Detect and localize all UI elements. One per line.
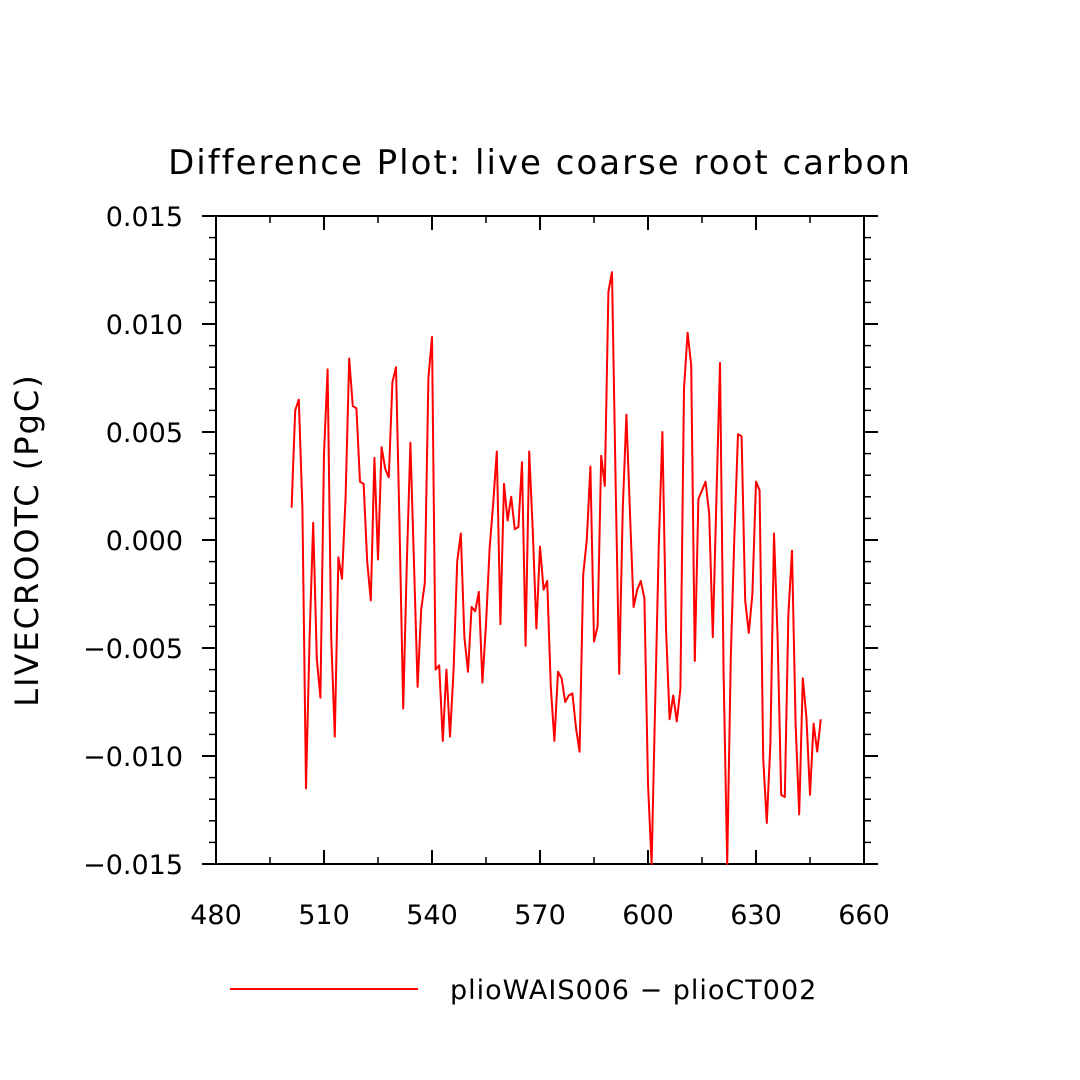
x-tick-label: 630	[730, 900, 782, 931]
tick-marks	[202, 215, 878, 865]
x-tick-label: 660	[838, 900, 890, 931]
x-tick-labels: 480 510 540 570 600 630 660	[190, 900, 890, 931]
legend: plioWAIS006 − plioCT002	[230, 975, 817, 1006]
x-tick-label: 480	[190, 900, 242, 931]
x-tick-label: 570	[514, 900, 566, 931]
y-tick-label: 0.005	[106, 418, 183, 449]
y-tick-label: −0.005	[83, 634, 183, 665]
series-line	[290, 271, 822, 865]
x-tick-label: 540	[406, 900, 458, 931]
y-tick-labels: −0.015 −0.010 −0.005 0.000 0.005 0.010 0.015	[83, 202, 183, 881]
series-layer	[290, 271, 822, 865]
y-tick-label: 0.015	[106, 202, 183, 233]
y-tick-label: 0.010	[106, 310, 183, 341]
x-tick-label: 600	[622, 900, 674, 931]
chart-title: Difference Plot: live coarse root carbon	[168, 143, 912, 183]
y-tick-label: −0.015	[83, 850, 183, 881]
y-tick-label: −0.010	[83, 742, 183, 773]
x-tick-label: 510	[298, 900, 350, 931]
y-tick-label: 0.000	[106, 526, 183, 557]
y-axis-label: LIVECROOTC (PgC)	[8, 373, 46, 706]
legend-label: plioWAIS006 − plioCT002	[450, 975, 817, 1006]
